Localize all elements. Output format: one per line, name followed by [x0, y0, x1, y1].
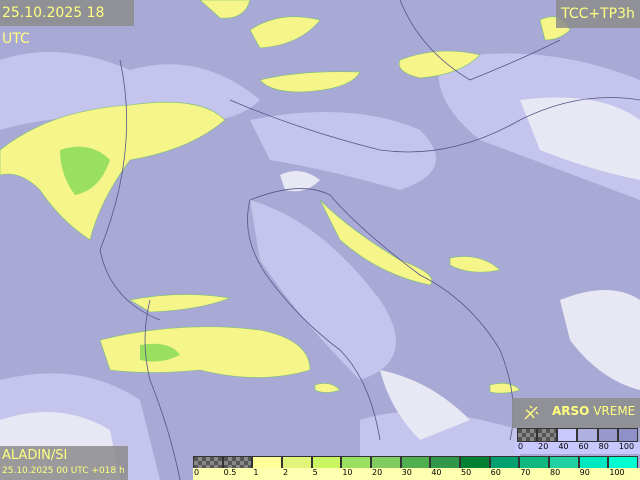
legend-label: 80 [550, 468, 561, 477]
heavier-precipitation [60, 146, 180, 362]
legend-label: 2 [283, 468, 289, 477]
legend-label: 100 [618, 442, 635, 451]
product-label: TCC+TP3h [556, 0, 640, 28]
legend-label: 0 [518, 442, 524, 451]
legend-label: 40 [431, 468, 442, 477]
logo-text: ARSO VREME [552, 404, 636, 418]
legend-label: 60 [578, 442, 589, 451]
legend-label: 5 [312, 468, 318, 477]
legend-label: 10 [342, 468, 353, 477]
cloud-cover-legend [517, 428, 638, 442]
legend-label: 60 [490, 468, 501, 477]
valid-time-label: 25.10.2025 18 UTC [0, 0, 134, 47]
legend-label: 0 [194, 468, 200, 477]
precipitation-legend [193, 456, 638, 469]
legend-swatch [557, 428, 578, 442]
legend-label: 100 [609, 468, 625, 477]
clear-sky-areas [0, 97, 640, 480]
legend-swatch [597, 428, 618, 442]
cloud-cover-legend-labels: 0 20 40 60 80 100 [514, 442, 640, 454]
precipitation-legend-labels: 0 0.5 1 2 5 10 20 30 40 50 60 70 80 90 100 [193, 468, 640, 480]
legend-swatch [577, 428, 598, 442]
legend-label: 20 [372, 468, 383, 477]
model-name: ALADIN/SI [2, 448, 68, 463]
legend-label: 1 [253, 468, 259, 477]
legend-label: 30 [401, 468, 412, 477]
legend-label: 0.5 [223, 468, 237, 477]
legend-swatch [517, 428, 538, 442]
legend-label: 40 [558, 442, 569, 451]
borders-coastlines [99, 0, 640, 480]
legend-label: 90 [579, 468, 590, 477]
legend-label: 70 [520, 468, 531, 477]
legend-label: 80 [598, 442, 609, 451]
model-run: 25.10.2025 00 UTC +018 h [2, 466, 125, 476]
model-info: ALADIN/SI 25.10.2025 00 UTC +018 h [0, 446, 128, 480]
satellite-dish-icon [524, 405, 539, 420]
legend-label: 20 [538, 442, 549, 451]
legend-swatch [537, 428, 558, 442]
legend-swatch [617, 428, 638, 442]
legend-label: 50 [461, 468, 472, 477]
arso-logo: ARSO VREME [512, 398, 640, 428]
